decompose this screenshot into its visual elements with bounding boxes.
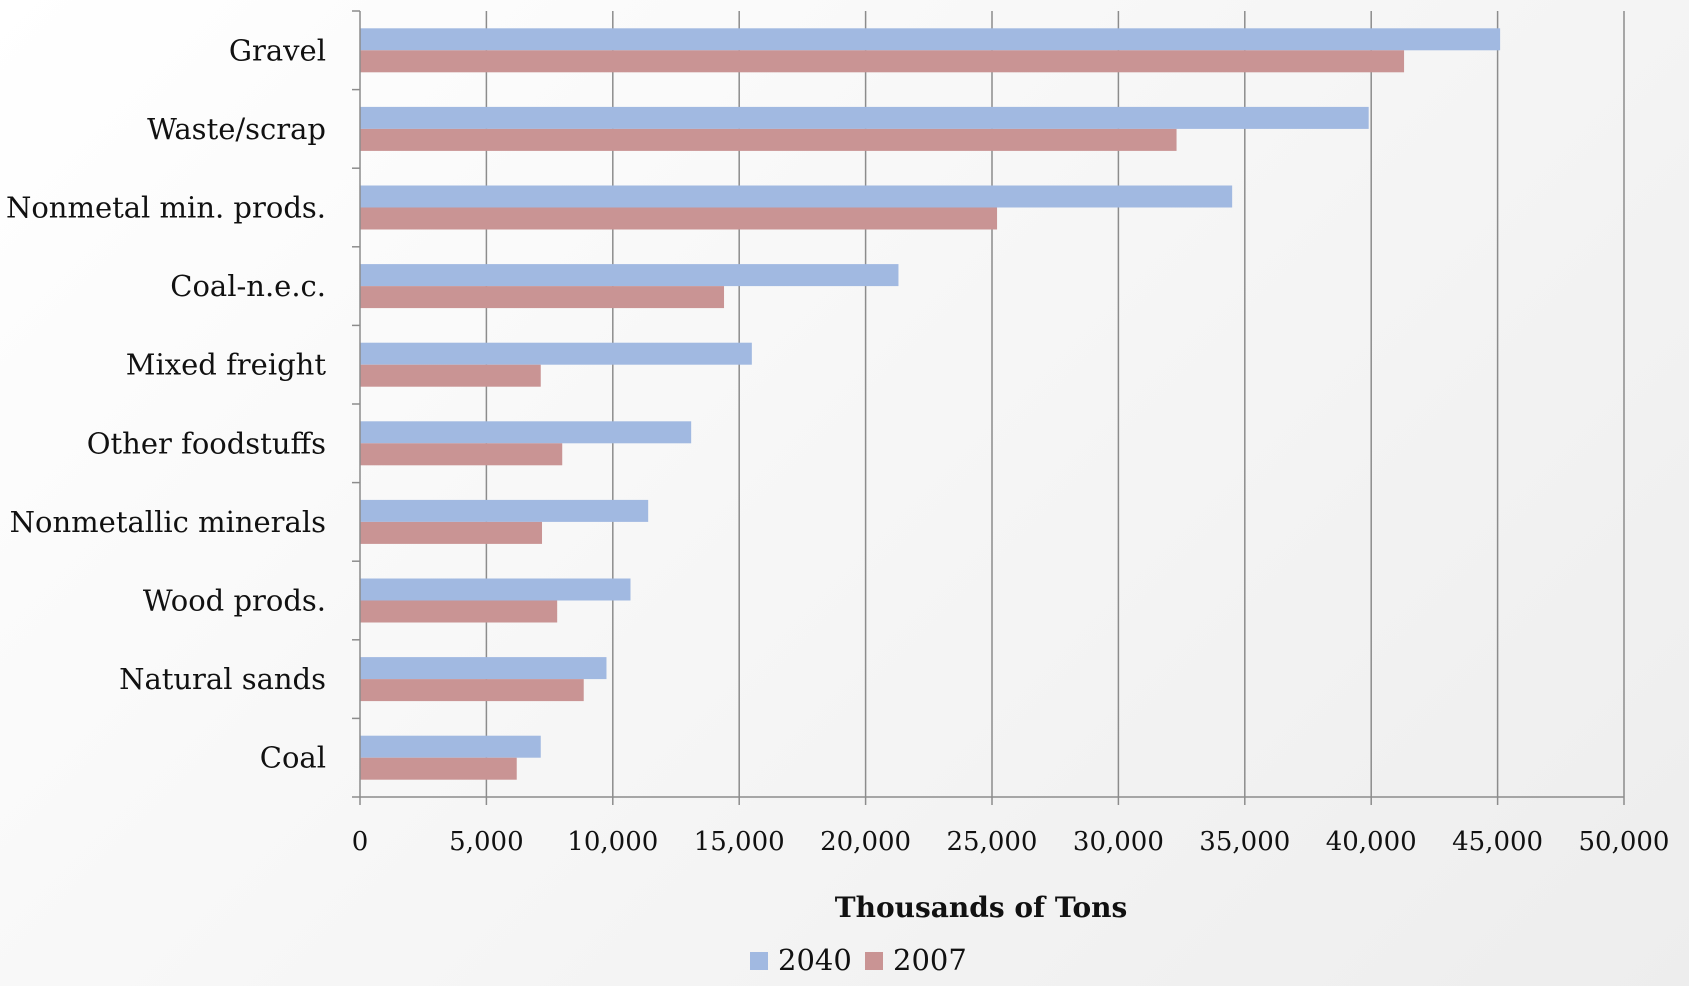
bar-2007 [360, 443, 563, 466]
bar-2007 [360, 521, 543, 544]
bar-2007 [360, 286, 725, 309]
category-labels: Gravel Waste/scrap Nonmetal min. prods. Coa… [6, 33, 326, 774]
bar-2040 [360, 657, 607, 680]
x-tick-labels: 0 5,000 10,000 15,000 20,000 25,000 30,000 35,0… [352, 827, 1670, 857]
x-tick-label: 15,000 [694, 827, 785, 857]
bar-2007 [360, 757, 517, 780]
bar-2040 [360, 421, 692, 444]
x-tick-label: 5,000 [449, 827, 523, 857]
bar-2007 [360, 207, 998, 230]
bar-2007 [360, 364, 541, 387]
category-label: Coal-n.e.c. [170, 269, 326, 303]
category-label: Gravel [229, 33, 326, 67]
category-label: Wood prods. [143, 584, 326, 618]
bar-2040 [360, 264, 899, 287]
bar-2040 [360, 499, 649, 522]
bars [360, 28, 1501, 780]
x-tick-label: 10,000 [567, 827, 658, 857]
legend-label: 2040 [778, 943, 852, 977]
category-label: Other foodstuffs [87, 426, 326, 460]
x-tick-label: 30,000 [1073, 827, 1164, 857]
legend-swatch [750, 952, 768, 970]
x-tick-label: 35,000 [1199, 827, 1290, 857]
x-tick-label: 45,000 [1452, 827, 1543, 857]
category-label: Natural sands [119, 662, 326, 696]
category-label: Nonmetallic minerals [10, 505, 326, 539]
bar-2007 [360, 679, 584, 702]
legend-label: 2007 [893, 943, 967, 977]
axes [352, 10, 1625, 805]
x-tick-label: 0 [352, 827, 369, 857]
x-tick-label: 50,000 [1579, 827, 1670, 857]
category-label: Waste/scrap [147, 112, 326, 146]
x-tick-label: 25,000 [947, 827, 1038, 857]
bar-2007 [360, 50, 1405, 73]
bar-2007 [360, 128, 1177, 151]
x-tick-label: 40,000 [1326, 827, 1417, 857]
category-label: Mixed freight [126, 348, 327, 382]
bar-2040 [360, 735, 541, 758]
category-label: Nonmetal min. prods. [6, 191, 326, 225]
legend: 2040 2007 [750, 943, 967, 977]
x-tick-label: 20,000 [820, 827, 911, 857]
bar-2040 [360, 106, 1369, 129]
legend-swatch [865, 952, 883, 970]
bar-2040 [360, 28, 1501, 51]
bar-2040 [360, 578, 631, 601]
bar-2040 [360, 342, 752, 365]
category-label: Coal [260, 741, 326, 775]
bar-2007 [360, 600, 558, 623]
bar-2040 [360, 185, 1233, 208]
x-axis-title: Thousands of Tons [835, 891, 1127, 924]
